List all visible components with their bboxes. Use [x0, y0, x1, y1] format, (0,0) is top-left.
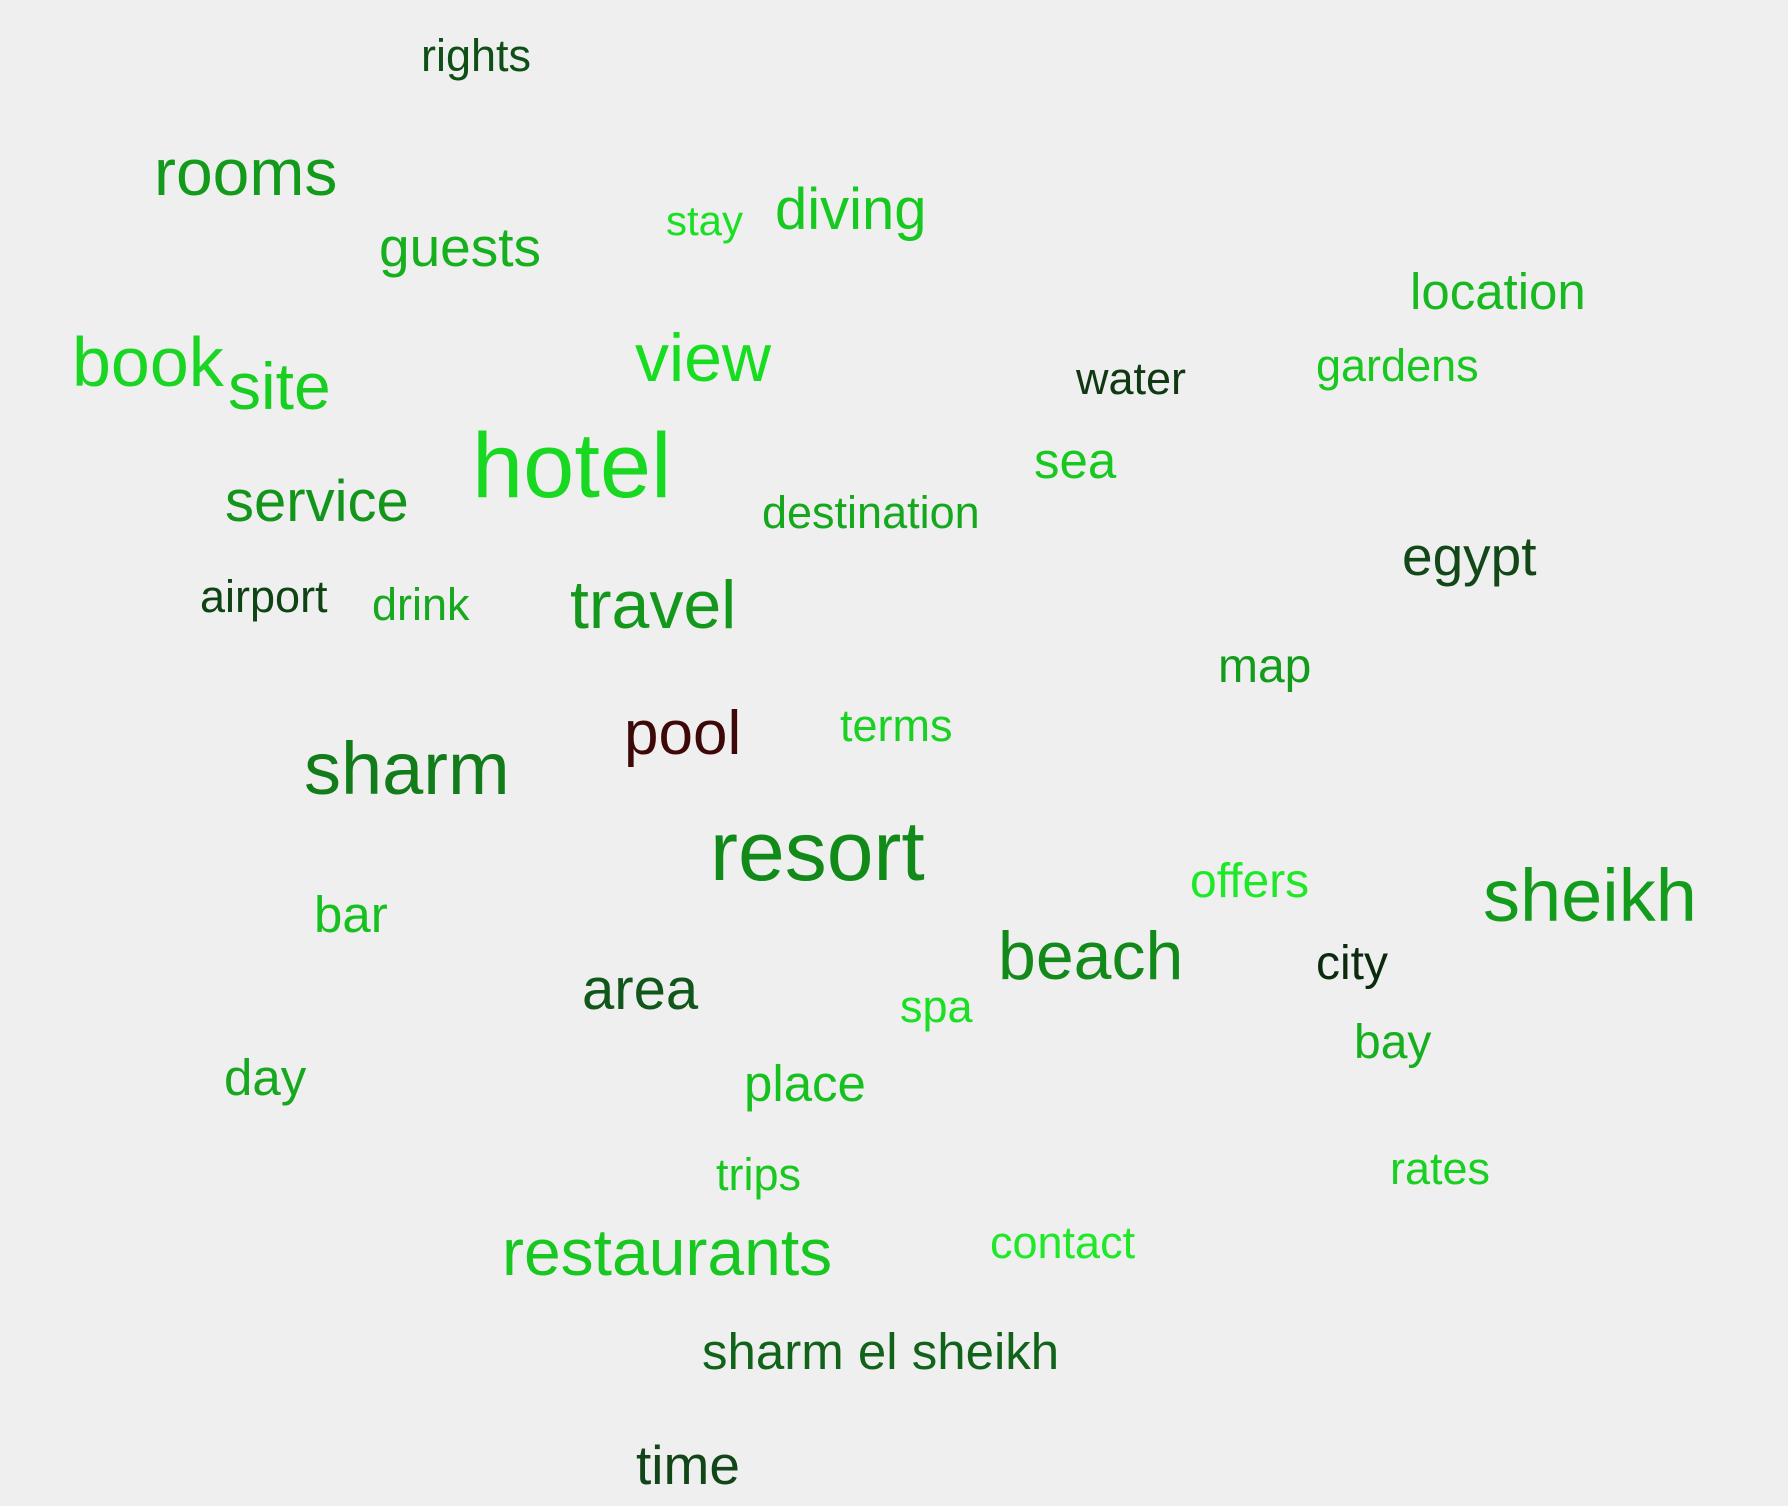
- word-beach: beach: [998, 918, 1184, 994]
- word-bar: bar: [314, 886, 388, 943]
- word-restaurants: restaurants: [502, 1215, 833, 1289]
- word-sheikh: sheikh: [1483, 854, 1697, 937]
- word-spa: spa: [900, 981, 973, 1032]
- word-book: book: [72, 323, 224, 401]
- word-airport: airport: [200, 571, 328, 622]
- word-location: location: [1410, 263, 1586, 320]
- word-diving: diving: [775, 177, 927, 242]
- word-rooms: rooms: [154, 135, 338, 209]
- word-guests: guests: [379, 216, 542, 278]
- word-place: place: [744, 1055, 866, 1112]
- word-bay: bay: [1354, 1016, 1432, 1069]
- word-time: time: [636, 1434, 740, 1496]
- word-map: map: [1218, 640, 1312, 693]
- word-view: view: [635, 320, 772, 396]
- word-city: city: [1316, 937, 1388, 990]
- word-sea: sea: [1034, 432, 1117, 489]
- word-service: service: [225, 469, 409, 534]
- word-sharm: sharm: [304, 727, 510, 810]
- word-travel: travel: [570, 567, 737, 643]
- word-destination: destination: [762, 487, 980, 538]
- word-terms: terms: [840, 700, 953, 751]
- word-water: water: [1076, 353, 1187, 404]
- word-contact: contact: [990, 1217, 1136, 1268]
- word-egypt: egypt: [1402, 525, 1537, 587]
- word-drink: drink: [372, 579, 470, 630]
- word-gardens: gardens: [1316, 340, 1479, 391]
- word-site: site: [228, 349, 331, 423]
- word-area: area: [582, 957, 699, 1022]
- word-rates: rates: [1390, 1143, 1491, 1194]
- word-rights: rights: [421, 30, 532, 81]
- word-resort: resort: [710, 804, 925, 898]
- word-offers: offers: [1190, 855, 1310, 908]
- word-hotel: hotel: [472, 415, 672, 517]
- word-trips: trips: [716, 1149, 802, 1200]
- word-pool: pool: [624, 699, 742, 768]
- word-stay: stay: [666, 197, 744, 244]
- word-sharm-el-sheikh: sharm el sheikh: [702, 1323, 1060, 1380]
- word-day: day: [224, 1049, 307, 1106]
